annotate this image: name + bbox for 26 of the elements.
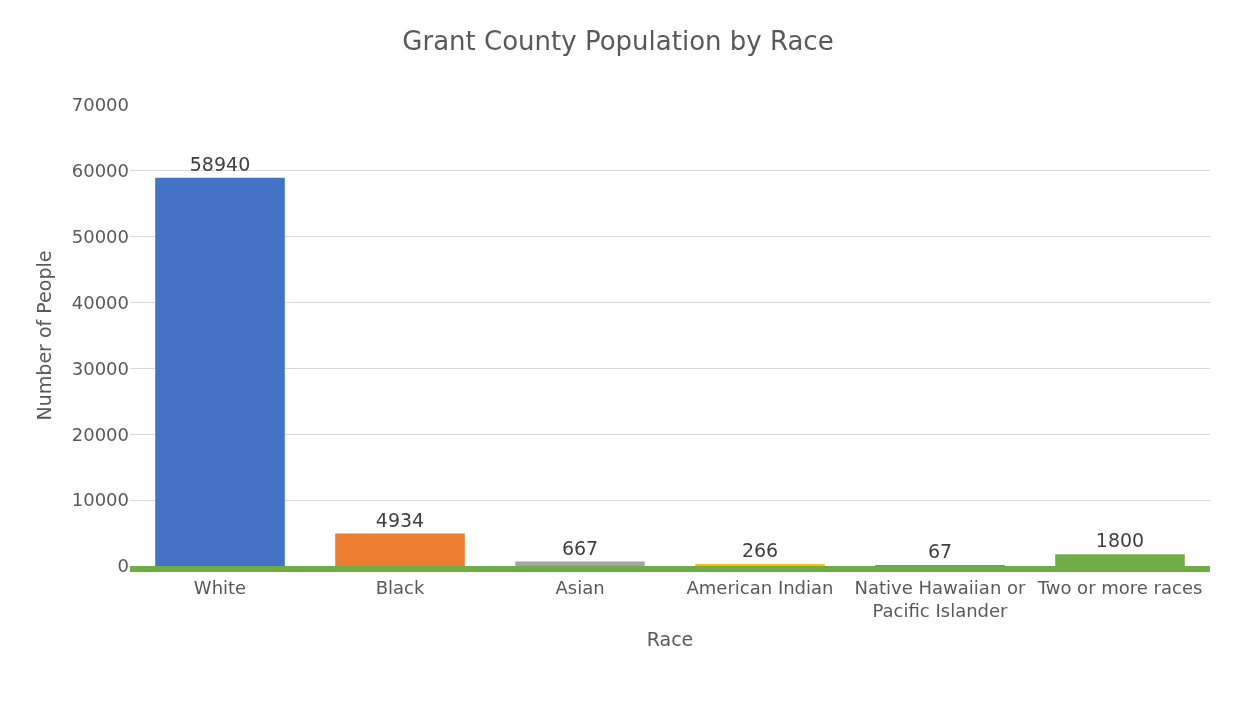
- y-tick-label: 70000: [71, 94, 129, 116]
- x-tick-label: American Indian: [686, 576, 834, 598]
- data-label: 1800: [1095, 529, 1145, 552]
- x-axis-title: Race: [646, 628, 694, 651]
- chart-title: Grant County Population by Race: [402, 26, 834, 57]
- y-tick-label: 60000: [71, 160, 129, 182]
- y-tick-label: 40000: [71, 291, 129, 313]
- y-tick-label: 10000: [71, 489, 129, 511]
- y-tick-label: 30000: [71, 357, 129, 379]
- x-tick-label: White: [193, 576, 247, 598]
- data-label: 266: [741, 539, 779, 561]
- x-tick-label: Black: [375, 576, 425, 598]
- y-tick-label: 50000: [71, 226, 129, 248]
- x-tick-label: Native Hawaiian or Pacific Islander: [854, 576, 1027, 621]
- y-axis-title: Number of People: [32, 250, 55, 421]
- bar: [155, 177, 285, 566]
- bar: [515, 561, 645, 566]
- data-label: 67: [927, 540, 953, 562]
- y-tick-label: 20000: [71, 423, 129, 445]
- data-label: 667: [561, 536, 599, 559]
- y-tick-label: 0: [117, 555, 129, 577]
- data-label: 4934: [375, 508, 425, 531]
- x-tick-label: Asian: [555, 576, 605, 598]
- bar: [335, 533, 465, 566]
- data-label: 58940: [189, 152, 251, 175]
- x-tick-label: Two or more races: [1036, 576, 1203, 598]
